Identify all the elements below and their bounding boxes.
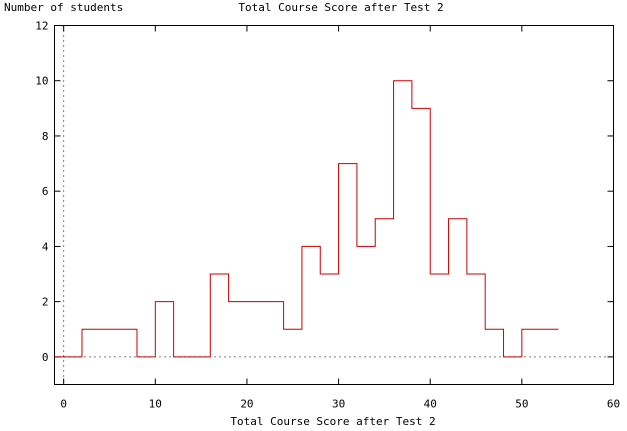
histogram-bin: [82, 329, 137, 357]
y-tick-label: 2: [42, 296, 49, 309]
histogram-bin: [155, 302, 173, 357]
y-tick-label: 8: [42, 130, 49, 143]
x-axis-label: Total Course Score after Test 2: [230, 415, 435, 428]
x-tick-label: 10: [149, 398, 162, 411]
x-tick-label: 40: [424, 398, 437, 411]
histogram-bin: [339, 164, 357, 357]
histogram-bin: [522, 329, 559, 357]
chart-marks: 0 10 20 30 40 50 60 0 2 4 6 8 10 12: [35, 20, 620, 411]
histogram-bin: [320, 274, 338, 357]
histogram-bin: [357, 246, 375, 356]
histogram-bin: [210, 274, 228, 357]
x-tick-label: 20: [240, 398, 253, 411]
histogram-bin: [430, 274, 448, 357]
x-tick-label: 50: [515, 398, 528, 411]
y-tick-label: 4: [42, 240, 49, 253]
histogram-bin: [449, 219, 467, 357]
histogram-bin: [284, 329, 302, 357]
histogram-bin: [302, 246, 320, 356]
chart-title: Total Course Score after Test 2: [238, 1, 443, 14]
histogram-bin: [412, 108, 430, 357]
plot-frame: [54, 25, 614, 385]
y-tick-label: 6: [42, 185, 49, 198]
x-tick-label: 0: [60, 398, 67, 411]
histogram-bin: [394, 81, 412, 357]
histogram-bin: [375, 219, 393, 357]
histogram-bin: [467, 274, 485, 357]
y-tick-label: 0: [42, 351, 49, 364]
y-axis-label: Number of students: [4, 1, 123, 14]
x-tick-label: 60: [607, 398, 620, 411]
histogram-bin: [229, 302, 284, 357]
y-tick-label: 12: [35, 20, 48, 33]
histogram-step-line: [54, 80, 559, 358]
x-tick-label: 30: [332, 398, 345, 411]
y-tick-label: 10: [35, 75, 48, 88]
histogram-bin: [485, 329, 503, 357]
